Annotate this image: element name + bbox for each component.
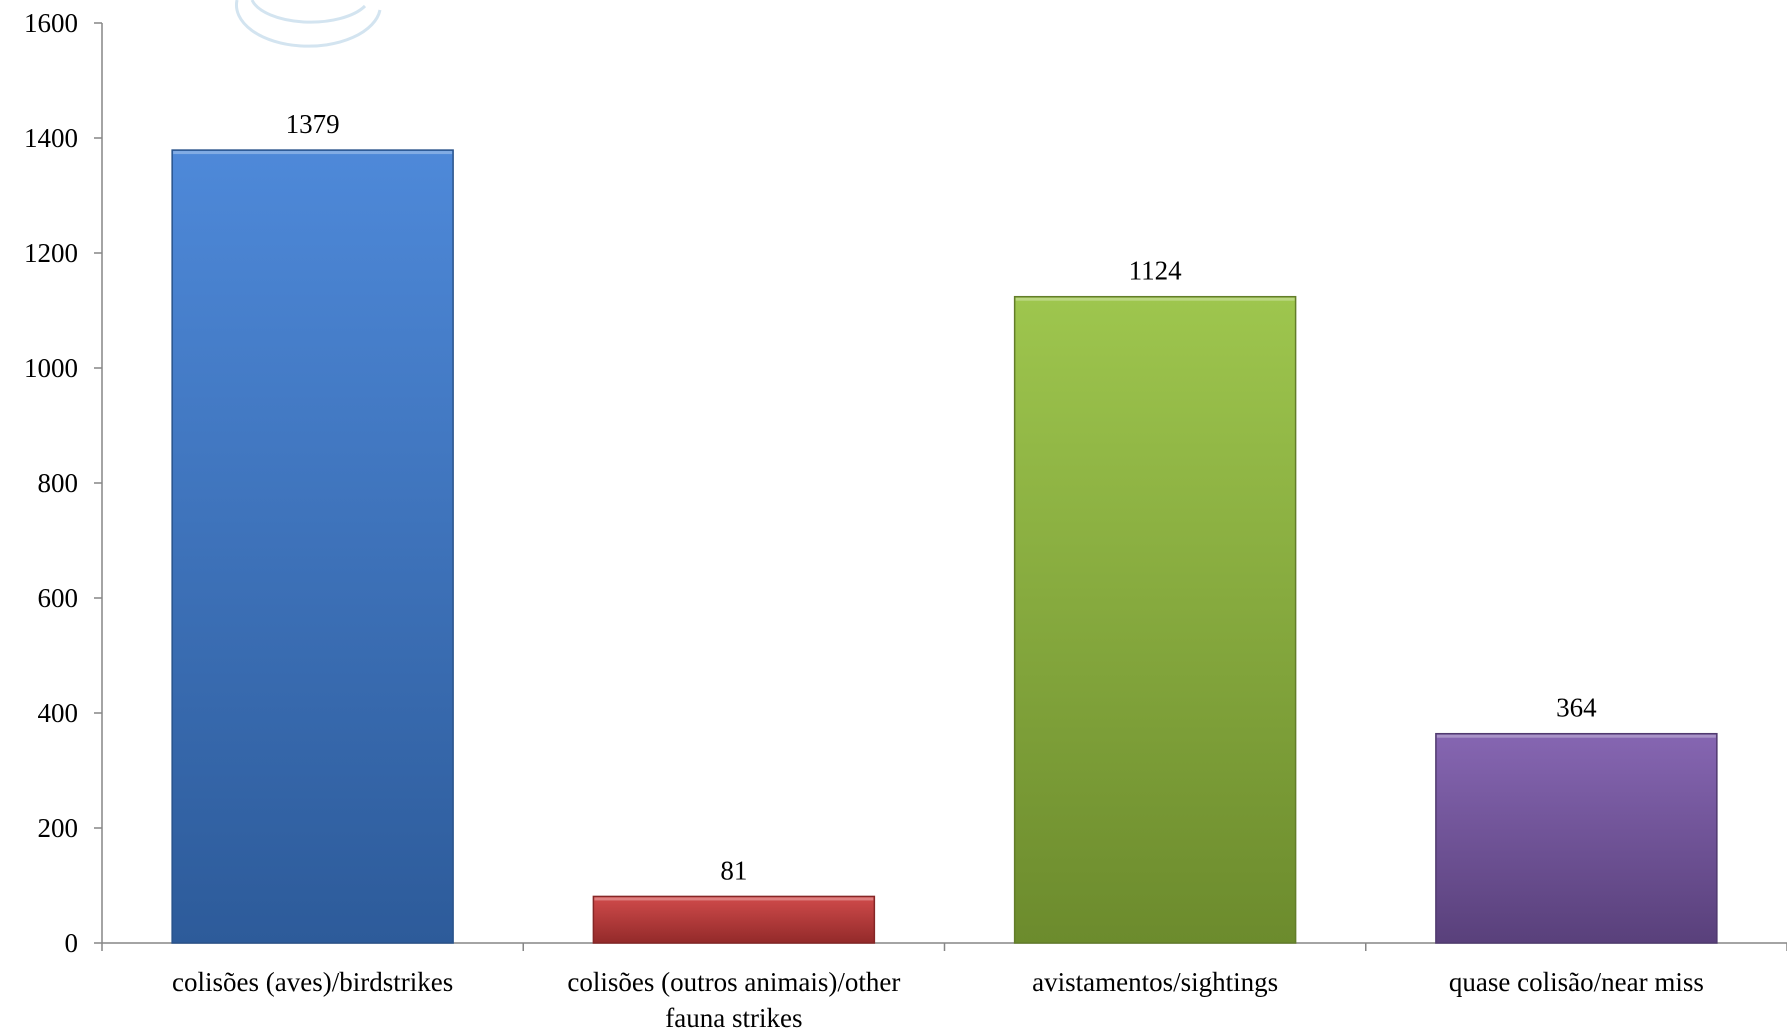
data-label: 81: [720, 855, 747, 885]
bar-highlight: [1436, 734, 1716, 738]
y-tick-label: 200: [38, 813, 79, 843]
bars: [171, 149, 1718, 944]
bar: [592, 895, 876, 944]
x-category-label: fauna strikes: [665, 1003, 802, 1033]
data-label: 1124: [1129, 256, 1182, 286]
x-category-label: avistamentos/sightings: [1032, 967, 1278, 997]
bar: [171, 149, 454, 944]
y-tick-label: 0: [65, 928, 79, 958]
bar-highlight: [594, 897, 874, 901]
y-tick-label: 600: [38, 583, 79, 613]
y-tick-label: 800: [38, 468, 79, 498]
y-tick-label: 1400: [24, 123, 78, 153]
bar: [1013, 295, 1297, 944]
labels: 1379 colisões (aves)/birdstrikes 81 colisõe…: [172, 109, 1704, 1033]
y-tick-label: 1600: [24, 8, 78, 38]
x-category-label: colisões (outros animais)/other: [567, 967, 900, 997]
bar-highlight: [173, 151, 453, 155]
y-tick-label: 1200: [24, 238, 78, 268]
x-category-label: colisões (aves)/birdstrikes: [172, 967, 453, 997]
data-label: 364: [1556, 693, 1597, 723]
data-label: 1379: [286, 109, 340, 139]
bar: [1435, 732, 1718, 944]
y-tick-label: 400: [38, 698, 79, 728]
bar-highlight: [1015, 297, 1295, 301]
x-category-label: quase colisão/near miss: [1449, 967, 1704, 997]
y-tick-label: 1000: [24, 353, 78, 383]
watermark-logo: [234, 0, 382, 48]
